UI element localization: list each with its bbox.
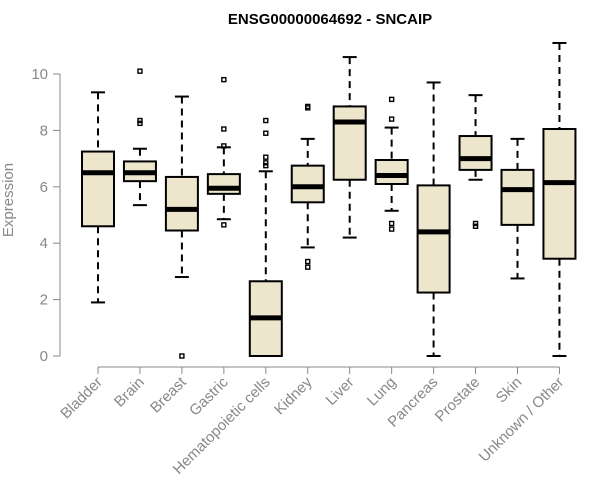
outlier-point	[305, 264, 311, 270]
iqr-box	[542, 127, 577, 260]
x-tick-label: Kidney	[271, 373, 316, 418]
y-axis-label: Expression	[0, 163, 17, 237]
x-tick-label: Prostate	[432, 374, 484, 426]
box-group	[206, 76, 241, 228]
outlier-point	[263, 117, 269, 124]
outlier-point	[388, 96, 395, 103]
box-group	[332, 56, 367, 239]
iqr-box	[500, 168, 535, 226]
x-tick-label: Brain	[111, 374, 148, 411]
iqr-box	[164, 175, 199, 232]
iqr-box	[374, 159, 409, 185]
iqr-box	[458, 135, 493, 171]
outlier-point	[305, 103, 311, 110]
boxes	[81, 41, 577, 359]
box-group	[416, 81, 451, 357]
outlier-point	[388, 116, 395, 122]
box-group	[248, 117, 283, 357]
y-axis: 0 2 4 6 8 10	[31, 66, 61, 365]
box-group	[81, 91, 115, 304]
outlier-point	[137, 120, 143, 127]
outlier-point	[263, 154, 269, 160]
y-tick-label: 0	[40, 348, 48, 365]
box-group	[290, 103, 325, 270]
iqr-box	[416, 184, 451, 294]
box-group	[122, 68, 157, 207]
outlier-point	[263, 162, 269, 169]
outlier-point	[263, 160, 269, 166]
box-group	[542, 41, 577, 357]
box-group	[164, 95, 199, 359]
x-tick-label: Lung	[364, 374, 400, 410]
box-group	[458, 94, 493, 229]
box-group	[500, 137, 535, 280]
outlier-point	[388, 220, 395, 227]
y-tick-label: 10	[31, 66, 48, 83]
outlier-point	[388, 226, 395, 232]
outlier-point	[263, 130, 269, 136]
outlier-point	[221, 126, 227, 132]
outlier-point	[221, 222, 227, 228]
outlier-point	[305, 258, 311, 265]
outlier-point	[221, 76, 227, 83]
outlier-point	[137, 117, 143, 124]
x-tick-label: Liver	[323, 374, 358, 409]
y-tick-label: 4	[40, 235, 48, 252]
outlier-point	[221, 143, 227, 149]
iqr-box	[81, 150, 115, 228]
x-tick-label: Breast	[147, 373, 190, 416]
x-tick-label: Skin	[493, 374, 526, 407]
outlier-point	[472, 220, 479, 227]
y-tick-label: 8	[40, 122, 48, 139]
outlier-point	[137, 68, 143, 74]
iqr-box	[332, 105, 367, 181]
y-tick-label: 6	[40, 179, 48, 196]
y-tick-label: 2	[40, 292, 48, 309]
box-group	[374, 96, 409, 232]
iqr-box	[290, 164, 325, 204]
outlier-point	[472, 223, 479, 229]
outlier-point	[179, 353, 185, 359]
chart-title: ENSG00000064692 - SNCAIP	[228, 11, 432, 28]
iqr-box	[206, 173, 241, 195]
x-tick-label: Bladder	[57, 374, 106, 423]
